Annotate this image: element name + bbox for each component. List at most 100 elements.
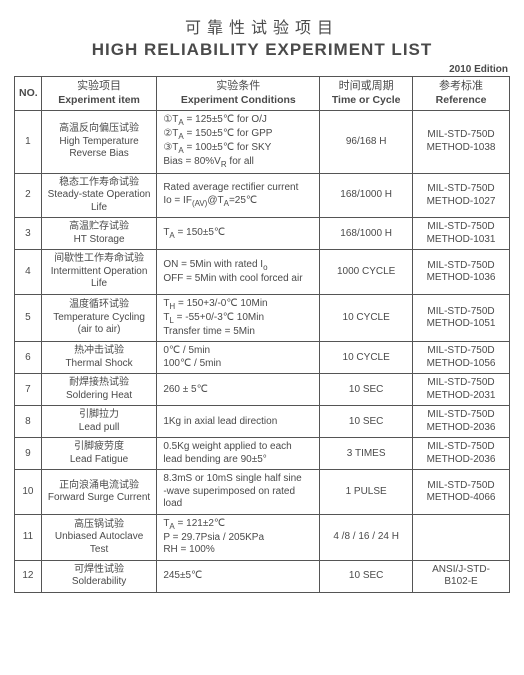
item-en: High Temperature Reverse Bias: [46, 136, 153, 161]
cell-ref: MIL-STD-750DMETHOD-1051: [413, 294, 510, 342]
edition-label: 2010 Edition: [14, 64, 510, 75]
hdr-time: 时间或周期 Time or Cycle: [320, 77, 413, 111]
item-cn: 间歇性工作寿命试验: [46, 253, 153, 266]
table-row: 11高压锅试验Unbiased Autoclave TestTA = 121±2…: [15, 514, 510, 560]
cell-cond: ON = 5Min with rated IoOFF = 5Min with c…: [157, 250, 320, 295]
item-en: Forward Surge Current: [46, 492, 153, 505]
cell-no: 5: [15, 294, 42, 342]
table-row: 3高温贮存试验HT StorageTA = 150±5℃168/1000 HMI…: [15, 218, 510, 250]
item-en: Thermal Shock: [46, 358, 153, 371]
cell-ref: MIL-STD-750DMETHOD-1036: [413, 250, 510, 295]
cell-item: 引脚疲劳度Lead Fatigue: [41, 438, 157, 470]
item-cn: 引脚拉力: [46, 409, 153, 422]
cell-item: 高温贮存试验HT Storage: [41, 218, 157, 250]
cell-no: 8: [15, 406, 42, 438]
cell-no: 9: [15, 438, 42, 470]
title-block: 可靠性试验项目 HIGH RELIABILITY EXPERIMENT LIST: [14, 14, 510, 60]
item-cn: 热冲击试验: [46, 345, 153, 358]
item-en: Intermittent Operation Life: [46, 266, 153, 291]
cell-time: 10 SEC: [320, 406, 413, 438]
cell-cond: 0℃ / 5min100℃ / 5min: [157, 342, 320, 374]
cell-item: 正向浪涌电流试验Forward Surge Current: [41, 470, 157, 515]
table-row: 1高温反向偏压试验High Temperature Reverse Bias①T…: [15, 110, 510, 173]
item-en: HT Storage: [46, 234, 153, 247]
cell-cond: TA = 121±2℃P = 29.7Psia / 205KPaRH = 100…: [157, 514, 320, 560]
cell-cond: TA = 150±5℃: [157, 218, 320, 250]
cell-no: 2: [15, 173, 42, 218]
cell-time: 4 /8 / 16 / 24 H: [320, 514, 413, 560]
cell-item: 热冲击试验Thermal Shock: [41, 342, 157, 374]
cell-no: 11: [15, 514, 42, 560]
cell-cond: 8.3mS or 10mS single half sine-wave supe…: [157, 470, 320, 515]
cell-ref: MIL-STD-750DMETHOD-2036: [413, 438, 510, 470]
cell-ref: ANSI/J-STD-B102-E: [413, 560, 510, 592]
hdr-cond: 实验条件 Experiment Conditions: [157, 77, 320, 111]
table-row: 12可焊性试验Solderability245±5℃10 SECANSI/J-S…: [15, 560, 510, 592]
table-row: 2稳态工作寿命试验Steady-state Operation LifeRate…: [15, 173, 510, 218]
hdr-ref: 参考标准 Reference: [413, 77, 510, 111]
table-row: 8引脚拉力Lead pull1Kg in axial lead directio…: [15, 406, 510, 438]
cell-time: 3 TIMES: [320, 438, 413, 470]
cell-ref: MIL-STD-750DMETHOD-1031: [413, 218, 510, 250]
item-cn: 正向浪涌电流试验: [46, 480, 153, 493]
table-row: 7 耐焊接热试验Soldering Heat 260 ± 5℃10 SECMIL-S…: [15, 374, 510, 406]
cell-ref: MIL-STD-750DMETHOD-2031: [413, 374, 510, 406]
cell-ref: MIL-STD-750DMETHOD-2036: [413, 406, 510, 438]
item-cn: 高温反向偏压试验: [46, 123, 153, 136]
table-row: 9引脚疲劳度Lead Fatigue0.5Kg weight applied t…: [15, 438, 510, 470]
cell-ref: MIL-STD-750DMETHOD-4066: [413, 470, 510, 515]
item-cn: 稳态工作寿命试验: [46, 177, 153, 190]
cell-no: 1: [15, 110, 42, 173]
table-row: 4间歇性工作寿命试验Intermittent Operation LifeON …: [15, 250, 510, 295]
cell-cond: 260 ± 5℃: [157, 374, 320, 406]
item-cn: 高温贮存试验: [46, 221, 153, 234]
cell-time: 1000 CYCLE: [320, 250, 413, 295]
cell-time: 10 CYCLE: [320, 294, 413, 342]
cell-no: 3: [15, 218, 42, 250]
cell-time: 10 SEC: [320, 560, 413, 592]
item-cn: 高压锅试验: [46, 519, 153, 532]
cell-time: 10 SEC: [320, 374, 413, 406]
item-en: Solderability: [46, 576, 153, 589]
table-header-row: NO. 实验项目 Experiment item 实验条件 Experiment…: [15, 77, 510, 111]
experiment-table: NO. 实验项目 Experiment item 实验条件 Experiment…: [14, 76, 510, 593]
item-cn: 引脚疲劳度: [46, 441, 153, 454]
item-en: Lead pull: [46, 422, 153, 435]
cell-no: 4: [15, 250, 42, 295]
cell-item: 稳态工作寿命试验Steady-state Operation Life: [41, 173, 157, 218]
cell-time: 168/1000 H: [320, 218, 413, 250]
cell-cond: TH = 150+3/-0℃ 10MinTL = -55+0/-3℃ 10Min…: [157, 294, 320, 342]
item-en: Soldering Heat: [46, 390, 153, 403]
cell-no: 12: [15, 560, 42, 592]
table-row: 5温度循环试验Temperature Cycling (air to air)T…: [15, 294, 510, 342]
cell-time: 1 PULSE: [320, 470, 413, 515]
item-en: Unbiased Autoclave Test: [46, 531, 153, 556]
cell-time: 96/168 H: [320, 110, 413, 173]
cell-item: 高压锅试验Unbiased Autoclave Test: [41, 514, 157, 560]
cell-item: 温度循环试验Temperature Cycling (air to air): [41, 294, 157, 342]
cell-item: 高温反向偏压试验High Temperature Reverse Bias: [41, 110, 157, 173]
cell-ref: MIL-STD-750DMETHOD-1056: [413, 342, 510, 374]
cell-item: 间歇性工作寿命试验Intermittent Operation Life: [41, 250, 157, 295]
cell-cond: 0.5Kg weight applied to eachlead bending…: [157, 438, 320, 470]
title-cn: 可靠性试验项目: [14, 14, 510, 38]
item-cn: 可焊性试验: [46, 564, 153, 577]
item-en: Temperature Cycling (air to air): [46, 312, 153, 337]
title-en: HIGH RELIABILITY EXPERIMENT LIST: [14, 40, 510, 60]
cell-item: 可焊性试验Solderability: [41, 560, 157, 592]
item-en: Steady-state Operation Life: [46, 189, 153, 214]
item-en: Lead Fatigue: [46, 454, 153, 467]
cell-time: 168/1000 H: [320, 173, 413, 218]
cell-cond: ①TA = 125±5℃ for O/J②TA = 150±5℃ for GPP…: [157, 110, 320, 173]
cell-no: 10: [15, 470, 42, 515]
cell-no: 7: [15, 374, 42, 406]
hdr-no: NO.: [15, 77, 42, 111]
cell-item: 引脚拉力Lead pull: [41, 406, 157, 438]
cell-ref: MIL-STD-750DMETHOD-1027: [413, 173, 510, 218]
cell-no: 6: [15, 342, 42, 374]
table-row: 10正向浪涌电流试验Forward Surge Current8.3mS or …: [15, 470, 510, 515]
item-cn: 耐焊接热试验: [46, 377, 153, 390]
item-cn: 温度循环试验: [46, 299, 153, 312]
hdr-item: 实验项目 Experiment item: [41, 77, 157, 111]
cell-ref: MIL-STD-750DMETHOD-1038: [413, 110, 510, 173]
